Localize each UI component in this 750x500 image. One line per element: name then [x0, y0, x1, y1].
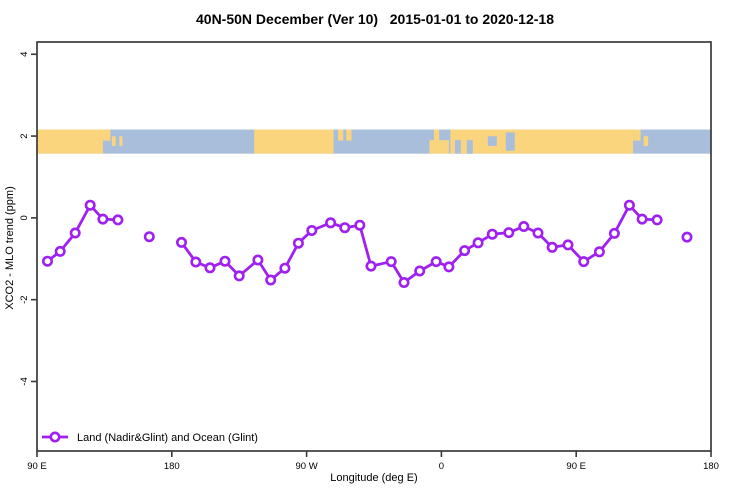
- map-band: [37, 129, 711, 154]
- y-axis-title: XCO2 - MLO trend (ppm): [4, 186, 16, 309]
- data-point-marker: [651, 214, 663, 226]
- data-point-marker: [636, 213, 648, 225]
- map-band-land-segment: [633, 129, 641, 141]
- data-point-marker: [54, 245, 66, 257]
- data-point-marker: [279, 262, 291, 274]
- chart-title: 40N-50N December (Ver 10) 2015-01-01 to …: [196, 11, 554, 27]
- map-band-land-segment: [338, 129, 344, 141]
- data-point-marker: [292, 237, 304, 249]
- plot-border: [36, 41, 712, 452]
- data-point-marker: [578, 256, 590, 268]
- data-point-marker: [233, 270, 245, 282]
- data-point-marker: [503, 227, 515, 239]
- legend-label: Land (Nadir&Glint) and Ocean (Glint): [77, 432, 258, 444]
- legend-marker-icon: [49, 431, 61, 443]
- data-point-marker: [414, 265, 426, 277]
- x-tick-label: 90 W: [296, 461, 318, 472]
- y-tick-label: 0: [19, 215, 30, 220]
- data-point-marker: [398, 276, 410, 288]
- data-point-marker: [84, 199, 96, 211]
- x-tick-label: 180: [164, 461, 180, 472]
- data-point-marker: [562, 239, 574, 251]
- x-axis-title: Longitude (deg E): [330, 472, 417, 484]
- map-band-land-segment: [643, 136, 649, 146]
- data-point-marker: [546, 241, 558, 253]
- data-point-marker: [385, 256, 397, 268]
- x-tick-label: 90 E: [27, 461, 47, 472]
- data-point-marker: [608, 227, 620, 239]
- data-point-marker: [532, 227, 544, 239]
- map-band-land-segment: [450, 129, 634, 154]
- data-point-marker: [365, 260, 377, 272]
- data-point-marker: [112, 214, 124, 226]
- y-tick-label: 4: [19, 52, 30, 57]
- axes: 90 E 180 90 W 0 90 E 180 -4 -2 0 2 4: [19, 41, 719, 472]
- map-band-sea-segment: [466, 140, 473, 154]
- data-point-marker: [472, 237, 484, 249]
- data-point-marker: [443, 261, 455, 273]
- data-point-marker: [219, 255, 231, 267]
- map-band-land-segment: [111, 136, 116, 146]
- data-point-marker: [459, 245, 471, 257]
- map-band-sea-segment: [454, 140, 461, 154]
- map-band-land-segment: [254, 129, 334, 154]
- data-point-marker: [681, 231, 693, 243]
- y-tick-label: 2: [19, 133, 30, 138]
- data-point-marker: [176, 236, 188, 248]
- map-band-land-segment: [102, 129, 111, 141]
- y-tick-label: -4: [19, 377, 30, 385]
- data-point-marker: [339, 222, 351, 234]
- map-band-sea-segment: [505, 132, 515, 151]
- data-point-marker: [325, 217, 337, 229]
- data-point-marker: [518, 221, 530, 233]
- data-point-marker: [486, 228, 498, 240]
- data-point-marker: [97, 213, 109, 225]
- data-series: [41, 199, 693, 288]
- data-point-marker: [41, 255, 53, 267]
- x-tick-label: 180: [703, 461, 719, 472]
- data-point-marker: [204, 262, 216, 274]
- data-point-marker: [265, 274, 277, 286]
- x-tick-label: 0: [439, 461, 444, 472]
- y-tick-label: -2: [19, 295, 30, 303]
- map-band-land-segment: [119, 136, 123, 146]
- data-point-marker: [430, 256, 442, 268]
- map-band-sea-segment: [487, 136, 497, 146]
- data-point-marker: [143, 231, 155, 243]
- data-point-marker: [252, 254, 264, 266]
- map-band-land-segment: [346, 129, 352, 141]
- map-band-land-segment: [429, 140, 449, 154]
- data-point-marker: [354, 219, 366, 231]
- data-point-marker: [593, 246, 605, 258]
- map-band-land-segment: [433, 129, 440, 141]
- data-point-marker: [190, 256, 202, 268]
- x-tick-label: 90 E: [566, 461, 586, 472]
- data-point-marker: [623, 199, 635, 211]
- data-point-marker: [69, 227, 81, 239]
- data-point-marker: [306, 225, 318, 237]
- map-band-land-segment: [37, 129, 103, 154]
- legend: Land (Nadir&Glint) and Ocean (Glint): [42, 431, 258, 444]
